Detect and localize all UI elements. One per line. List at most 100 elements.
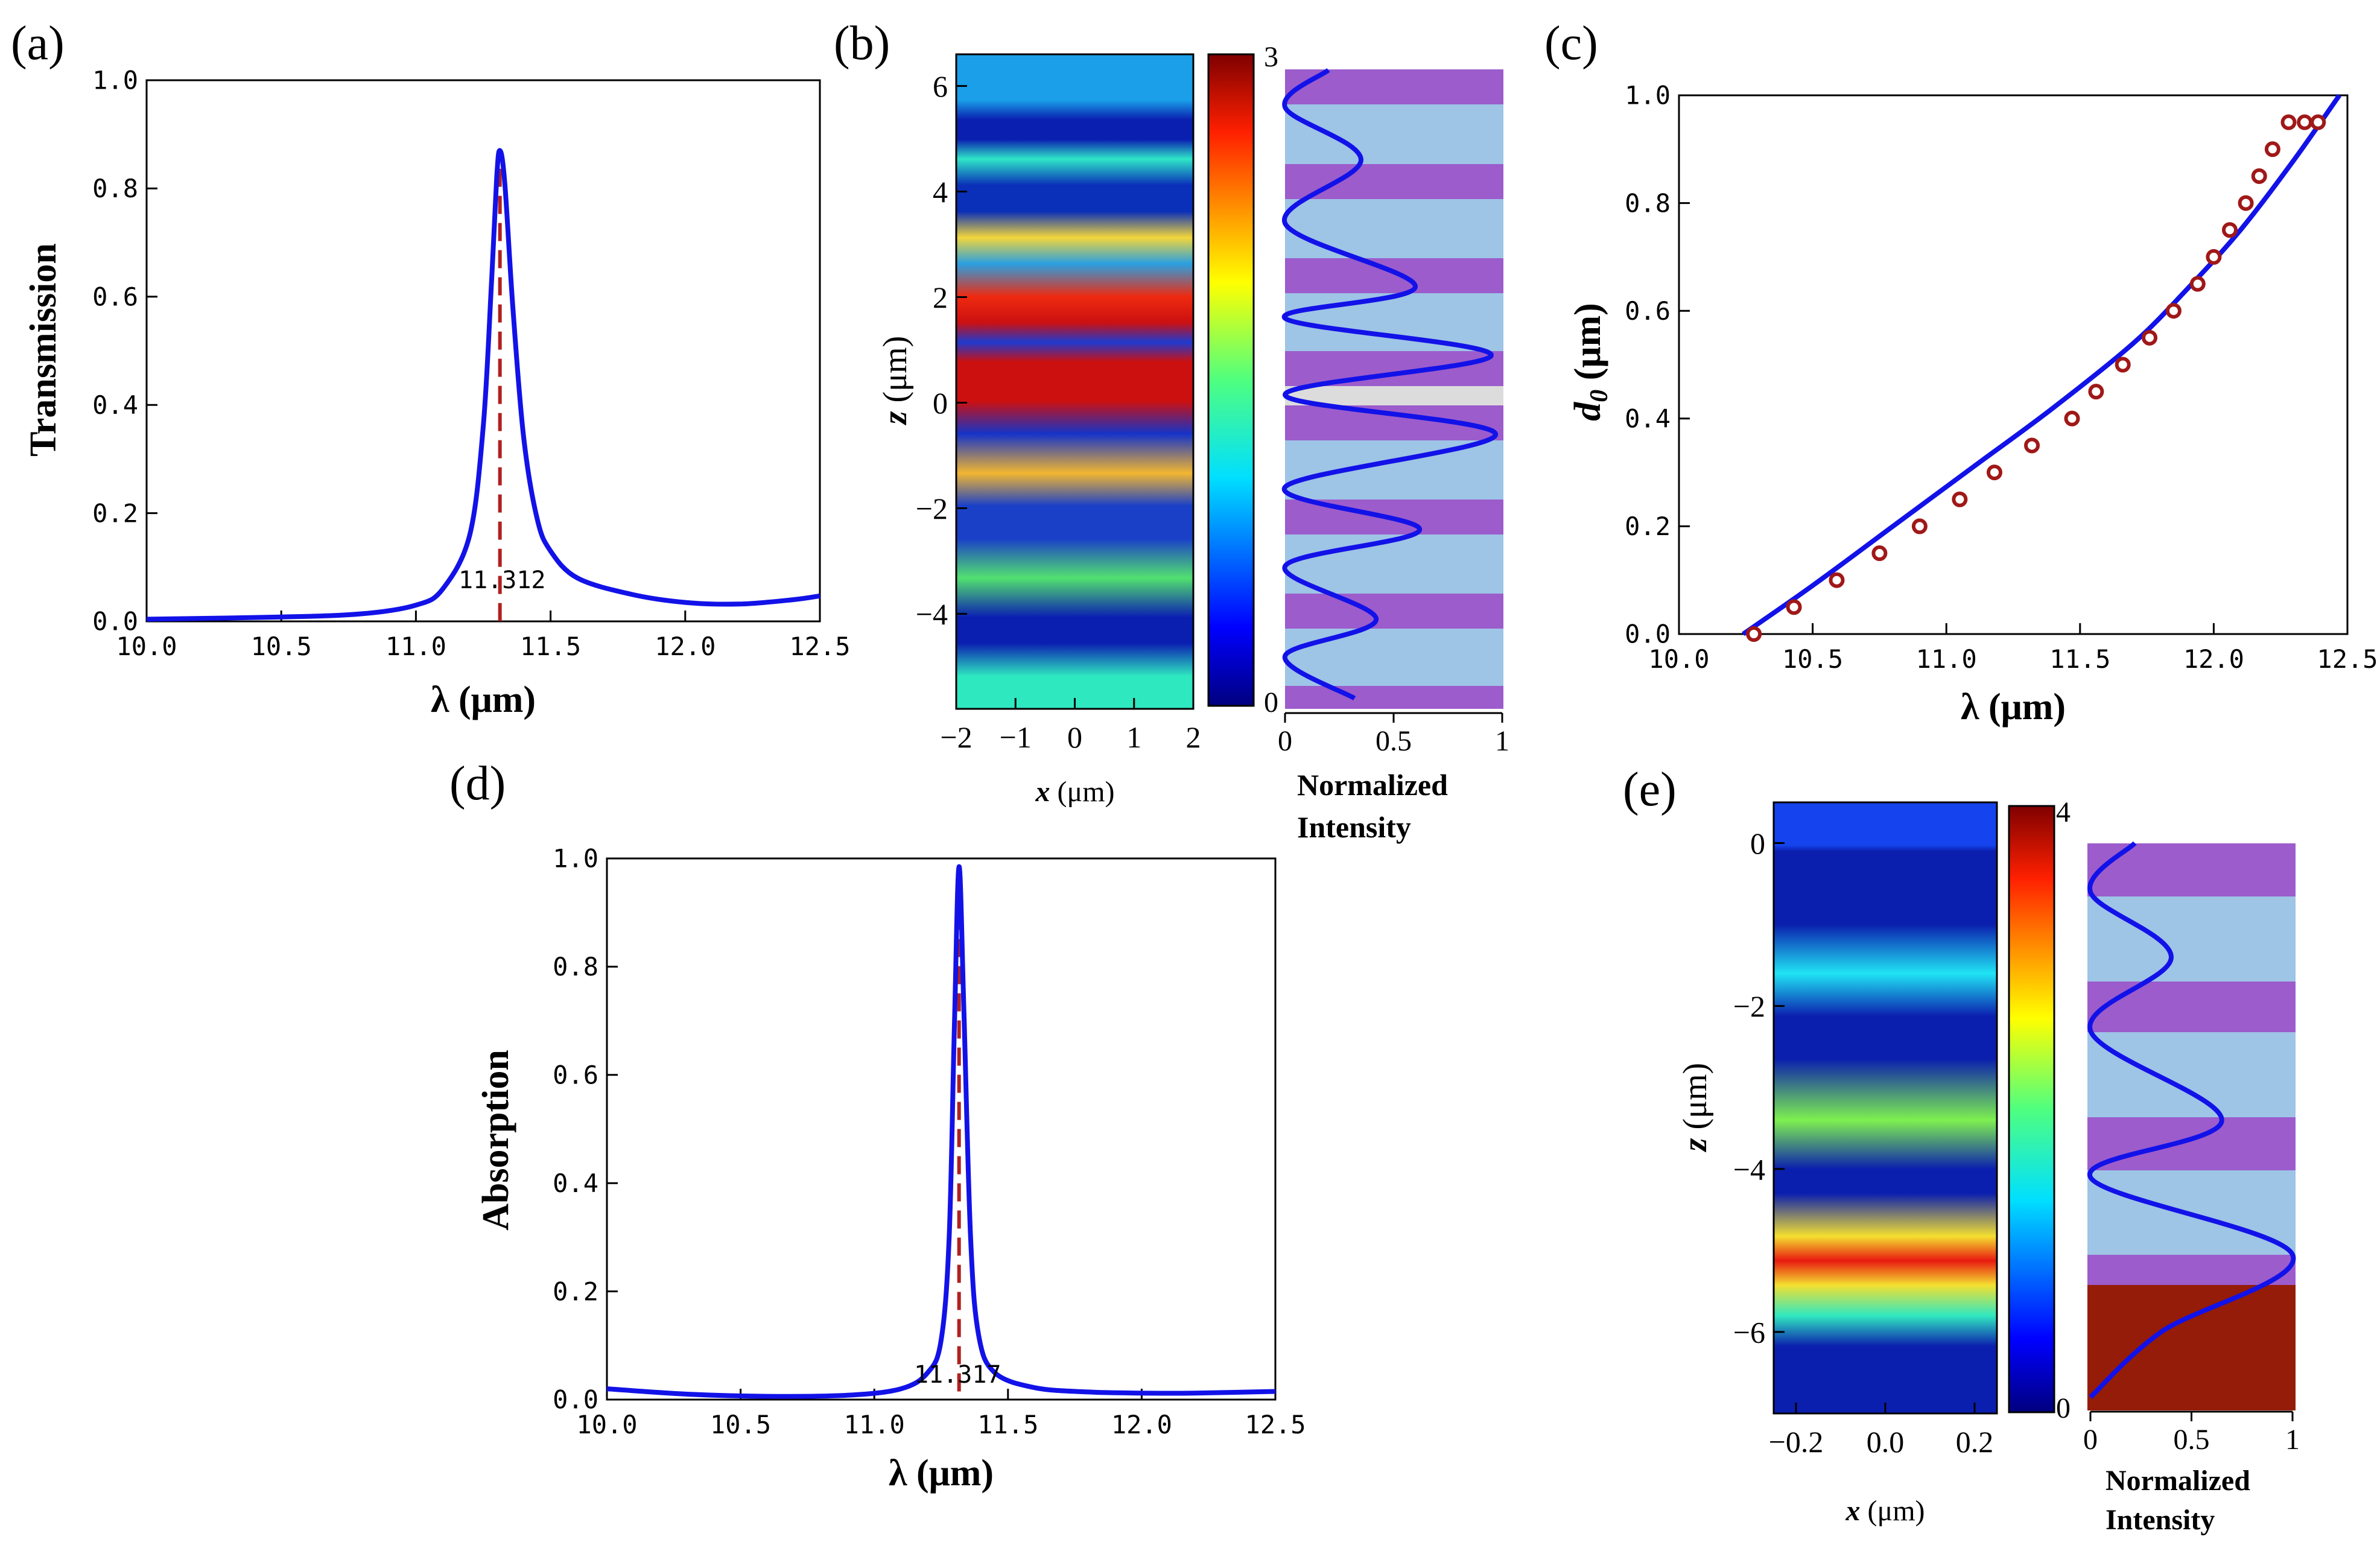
data-point [2310, 114, 2326, 130]
y-tick-label: 6 [933, 69, 948, 103]
um-units: (μm) [1867, 1495, 1925, 1527]
x-tick-label: 11.5 [2049, 644, 2110, 674]
d0-symbol: d [1567, 402, 1608, 421]
substrate-layer [2087, 1285, 2296, 1410]
x-tick-label: 11.0 [386, 632, 446, 661]
profile-x-ticks: 0 0.5 1 [2083, 1410, 2300, 1456]
layer [1285, 351, 1503, 386]
y-tick-label: 0.4 [553, 1169, 598, 1198]
z-symbol: z [877, 411, 914, 425]
y-axis-label: z (μm) [1677, 1063, 1714, 1153]
d0-subscript: 0 [1585, 390, 1613, 402]
x-axis-label: x (μm) [1035, 776, 1114, 808]
data-point [2280, 114, 2297, 130]
x-tick-label: 11.0 [1916, 644, 1977, 674]
peak-annotation: 11.317 [914, 1361, 1001, 1389]
data-point [2238, 195, 2254, 211]
y-tick-label: 0.2 [553, 1277, 598, 1306]
layer [1285, 594, 1503, 629]
data-point [1986, 465, 2002, 481]
data-point [2115, 357, 2131, 373]
y-tick-label: −2 [916, 492, 948, 525]
colorbar-min-label: 0 [2056, 1392, 2071, 1424]
y-tick-label: 0.8 [92, 174, 138, 203]
layer [1285, 386, 1503, 405]
panel-a-transmission-chart: 10.0 10.5 11.0 11.5 12.0 12.5 0.0 0.2 0.4 0.6 0.8… [23, 66, 851, 720]
fit-curve [1742, 94, 2341, 636]
x-tick-label: 11.5 [520, 632, 581, 661]
x-axis-ticks: −0.2 0.0 0.2 [1769, 1403, 1994, 1459]
field-map [1772, 801, 1998, 1415]
absorption-curve [606, 864, 1276, 1399]
y-tick-label: −2 [1733, 989, 1765, 1023]
y-tick-label: 2 [933, 281, 948, 314]
colorbar [1207, 53, 1255, 707]
panel-label-b: (b) [834, 17, 890, 70]
y-tick-label: 0 [933, 386, 948, 420]
y-tick-label: −4 [1733, 1152, 1765, 1186]
colorbar [2008, 805, 2055, 1413]
x-axis-ticks: 10.0 10.5 11.0 11.5 12.0 12.5 [576, 1389, 1306, 1439]
um-units: (μm) [877, 336, 914, 403]
x-tick-label: 0.0 [1867, 1425, 1905, 1459]
layer [2087, 1117, 2296, 1170]
layer-stack [2087, 843, 2296, 1410]
transmission-curve [146, 148, 820, 622]
y-axis-ticks: 0.0 0.2 0.4 0.6 0.8 1.0 [92, 66, 157, 636]
y-axis-ticks: 0.0 0.2 0.4 0.6 0.8 1.0 [1625, 81, 1690, 649]
profile-tick-label: 0 [2083, 1424, 2098, 1456]
x-axis-ticks: 10.0 10.5 11.0 11.5 12.0 12.5 [116, 611, 851, 661]
y-axis-ticks: −4 −2 0 2 4 6 [916, 69, 967, 631]
profile-tick-label: 0.5 [1376, 725, 1412, 757]
data-point [1829, 572, 1845, 588]
y-tick-label: 0.6 [1625, 296, 1671, 326]
panel-d-absorption-chart: 10.0 10.5 11.0 11.5 12.0 12.5 0.0 0.2 0.4 0.6 0.8… [475, 844, 1306, 1494]
y-tick-label: 0.2 [92, 498, 138, 528]
colorbar-max-label: 4 [2056, 796, 2071, 828]
x-axis-ticks: −2 −1 0 1 2 [940, 698, 1201, 754]
um-units: (μm) [1057, 776, 1114, 808]
y-axis-label: z (μm) [877, 336, 914, 426]
profile-tick-label: 0.5 [2174, 1424, 2210, 1456]
x-tick-label: −0.2 [1769, 1425, 1824, 1459]
plot-frame [1678, 94, 2349, 635]
x-axis-label: λ (μm) [889, 1453, 994, 1494]
y-tick-label: 0.8 [1625, 188, 1671, 218]
y-tick-label: −6 [1733, 1315, 1765, 1349]
um-units: (μm) [1567, 303, 1608, 380]
data-point [1952, 491, 1968, 507]
profile-xlabel-line2: Intensity [2106, 1504, 2215, 1536]
data-point [1746, 626, 1762, 642]
data-point [2064, 410, 2080, 427]
x-tick-label: 10.5 [1782, 644, 1843, 674]
data-point [2221, 222, 2238, 238]
layer [1285, 686, 1503, 709]
profile-xlabel-line2: Intensity [1297, 810, 1411, 844]
y-tick-label: 0.0 [553, 1385, 598, 1415]
layer-stack [1285, 69, 1503, 709]
x-tick-label: 10.0 [1648, 644, 1709, 674]
um-units: (μm) [1677, 1063, 1714, 1130]
profile-tick-label: 1 [1495, 725, 1509, 757]
layer [2087, 1255, 2296, 1285]
um-units: (μm) [1988, 687, 2066, 728]
data-point [2264, 141, 2280, 157]
x-tick-label: 10.5 [251, 632, 312, 661]
y-tick-label: −4 [916, 597, 948, 631]
data-point [2165, 303, 2182, 319]
x-symbol: x [1035, 776, 1050, 808]
colorbar-max-label: 3 [1264, 41, 1278, 73]
profile-xlabel-line1: Normalized [1297, 768, 1448, 802]
y-tick-label: 1.0 [92, 66, 138, 95]
data-point [1871, 545, 1888, 562]
x-axis-label: x (μm) [1845, 1495, 1925, 1527]
z-symbol: z [1677, 1138, 1714, 1152]
lambda-symbol: λ [889, 1453, 907, 1494]
x-tick-label: 2 [1186, 720, 1201, 754]
data-point [1911, 518, 1928, 534]
data-point [2088, 384, 2104, 400]
x-tick-label: 0.2 [1956, 1425, 1994, 1459]
y-axis-ticks: 0 −2 −4 −6 [1733, 826, 1785, 1349]
